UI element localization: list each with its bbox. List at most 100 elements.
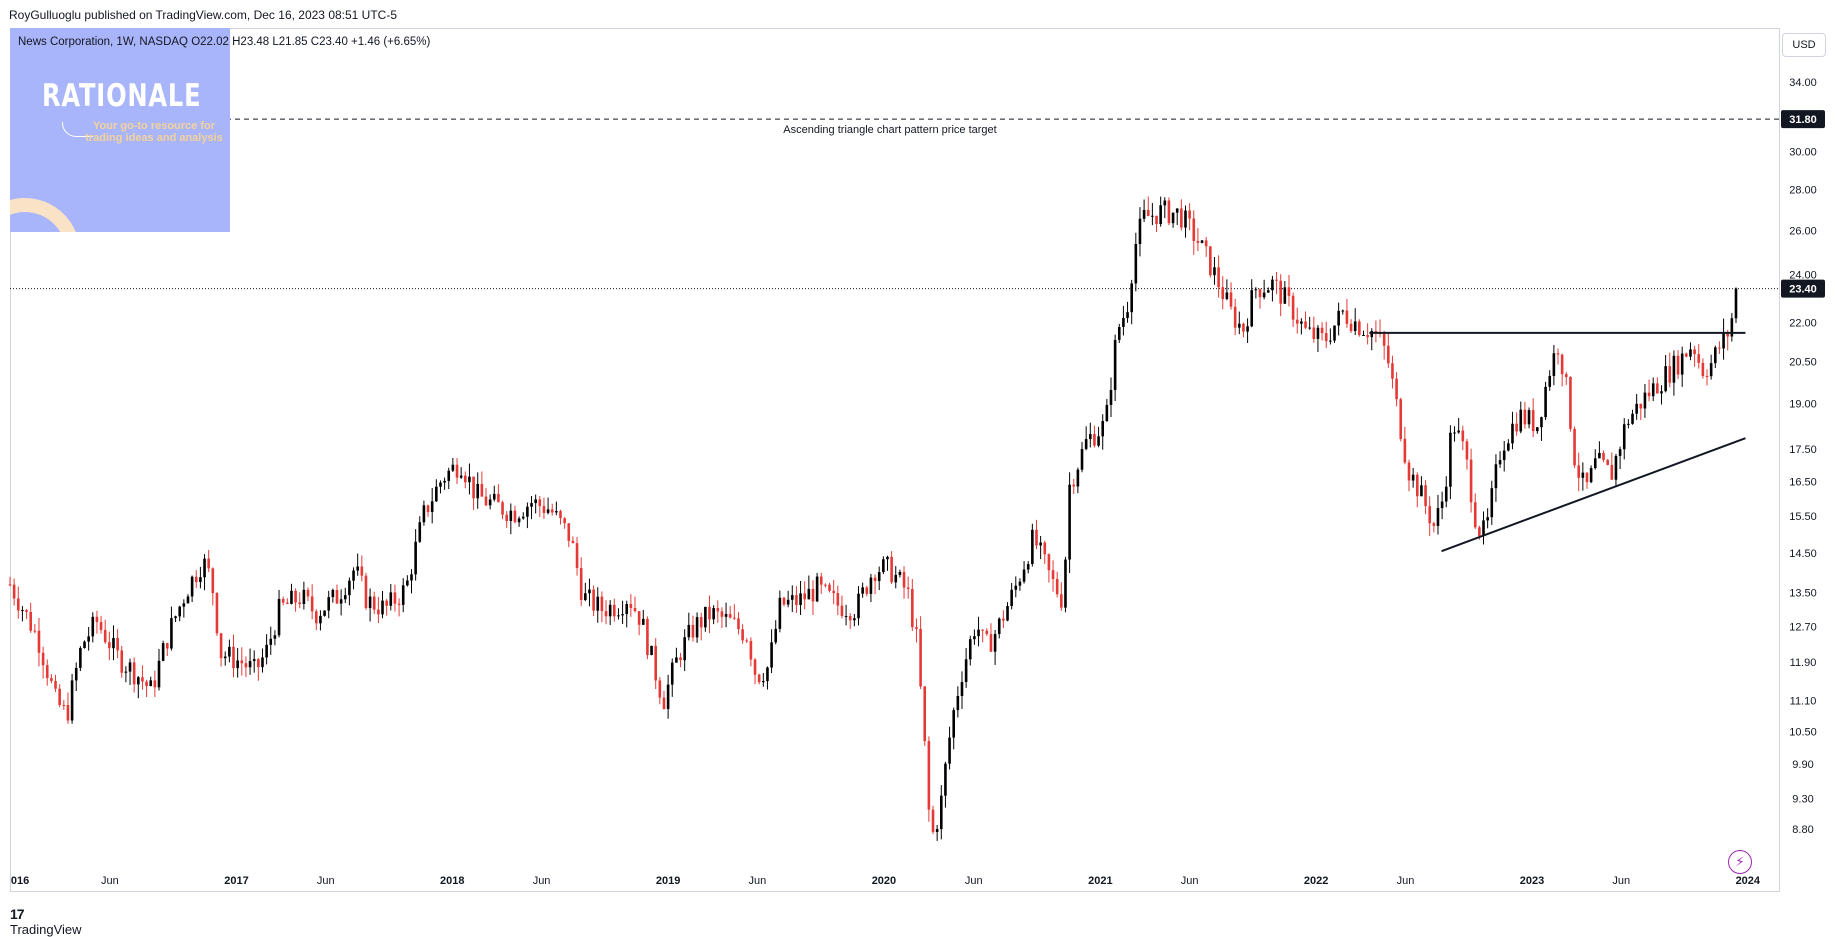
candle-body [294, 590, 297, 603]
candle-body [575, 543, 579, 569]
candle-body [443, 480, 446, 483]
symbol-ohlc-legend[interactable]: News Corporation, 1W, NASDAQ O22.02 H23.… [18, 36, 431, 48]
candle-body [1726, 332, 1730, 337]
y-tick-label: 28.00 [1789, 184, 1817, 196]
candle-body [877, 572, 881, 581]
candle-body [290, 590, 293, 604]
candle-body [1262, 292, 1266, 298]
candle-body [1498, 460, 1502, 465]
candle-body [997, 618, 1001, 635]
candle-body [406, 580, 409, 586]
candle-body [8, 584, 12, 586]
candle-body [33, 630, 37, 632]
y-tick-label: 9.30 [1792, 793, 1813, 805]
target-price-badge [1781, 110, 1825, 129]
candle-body [824, 584, 827, 586]
candle-body [1635, 403, 1638, 414]
candle-body [145, 681, 148, 687]
target-price-label: 31.80 [1789, 114, 1817, 126]
candle-body [385, 600, 388, 606]
candle-body [1647, 392, 1651, 397]
y-tick-label: 14.50 [1789, 548, 1817, 560]
candle-body [252, 659, 256, 662]
candle-body [1151, 215, 1154, 217]
candle-body [1411, 474, 1415, 481]
candle-body [621, 614, 624, 616]
candle-body [310, 596, 314, 612]
candle-body [58, 688, 61, 706]
candle-body [1163, 200, 1167, 206]
candle-body [1610, 464, 1614, 480]
candle-body [1415, 474, 1419, 497]
candle-body [1167, 200, 1171, 224]
candle-body [1544, 386, 1547, 418]
candle-body [948, 737, 951, 764]
candle-body [1697, 354, 1701, 363]
candle-body [1540, 417, 1543, 428]
candle-body [894, 574, 898, 583]
candle-body [95, 616, 99, 623]
candle-body [141, 677, 144, 682]
candle-body [1018, 581, 1022, 586]
candle-body [1627, 423, 1630, 425]
candle-body [782, 597, 786, 605]
candle-body [770, 642, 773, 668]
candle-body [1693, 349, 1696, 355]
candle-body [815, 576, 819, 602]
candle-body [1685, 353, 1688, 357]
candle-body [563, 518, 566, 524]
candle-body [1722, 332, 1725, 349]
last-price-label: 23.40 [1789, 284, 1817, 296]
candle-body [401, 585, 405, 605]
candle-body [1146, 209, 1150, 216]
candle-body [1320, 327, 1324, 334]
candle-body [1639, 403, 1643, 409]
bolt-icon[interactable]: ⚡ [1728, 850, 1752, 874]
candle-body [1126, 312, 1129, 318]
candle-body [534, 499, 537, 504]
candle-body [832, 590, 835, 594]
candle-body [828, 584, 831, 591]
candle-body [1072, 484, 1076, 487]
candle-body [1730, 318, 1734, 337]
candle-body [629, 604, 633, 609]
candle-body [360, 566, 364, 576]
candle-body [1618, 449, 1622, 456]
rationale-logo: RATIONALE Your go-to resource for tradin… [10, 28, 230, 232]
x-tick-label: Jun [533, 875, 551, 887]
candle-body [505, 514, 508, 522]
currency-button[interactable]: USD [1782, 33, 1826, 57]
candle-body [1295, 319, 1299, 324]
candle-body [463, 475, 467, 483]
candle-body [513, 510, 517, 523]
candle-body [1494, 464, 1498, 489]
candle-body [1523, 409, 1527, 425]
candle-body [1068, 484, 1071, 560]
candle-body [335, 589, 339, 604]
candle-body [1134, 243, 1138, 284]
candle-body [1006, 606, 1009, 621]
candle-body [74, 667, 78, 681]
candle-body [1002, 618, 1005, 621]
candle-body [1266, 290, 1270, 293]
candle-body [811, 588, 815, 602]
candle-body [1316, 327, 1320, 339]
y-tick-label: 11.90 [1790, 657, 1817, 669]
candle-body [1593, 458, 1597, 469]
candle-body [1552, 353, 1556, 376]
candle-body [1159, 205, 1162, 225]
candle-body [687, 624, 691, 638]
candle-body [240, 660, 244, 664]
candle-body [153, 680, 157, 688]
candle-body [323, 610, 326, 616]
candle-body [944, 763, 947, 796]
candle-body [1589, 468, 1593, 483]
candle-body [232, 646, 235, 669]
candle-body [203, 558, 206, 578]
tradingview-logo[interactable]: 17 TradingView [10, 906, 82, 937]
candle-body [1569, 376, 1572, 429]
candle-body [1664, 366, 1667, 392]
candle-body [600, 596, 604, 612]
candle-body [1457, 430, 1460, 433]
